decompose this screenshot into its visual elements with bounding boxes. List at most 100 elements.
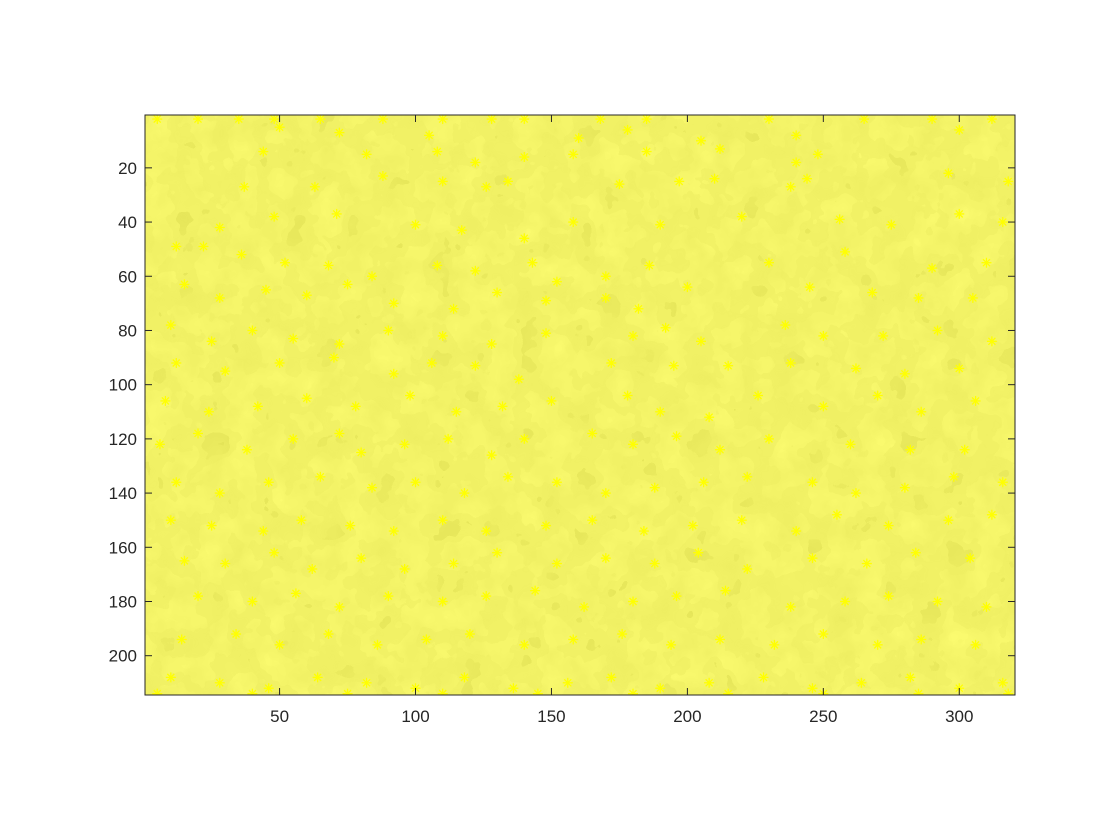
data-point (214, 222, 225, 233)
x-tick-label: 200 (673, 707, 701, 726)
data-point (628, 439, 639, 450)
data-point (986, 509, 997, 520)
data-point (301, 393, 312, 404)
data-point (443, 433, 454, 444)
x-tick-label: 50 (270, 707, 289, 726)
data-point (171, 357, 182, 368)
data-point (867, 287, 878, 298)
data-point (723, 360, 734, 371)
data-point (668, 360, 679, 371)
data-point (486, 339, 497, 350)
data-point (519, 639, 530, 650)
data-point (424, 130, 435, 141)
data-point (258, 146, 269, 157)
data-point (388, 526, 399, 537)
data-point (687, 520, 698, 531)
data-point (780, 320, 791, 331)
data-point (247, 688, 258, 695)
data-point (568, 217, 579, 228)
data-point (437, 330, 448, 341)
data-point (758, 672, 769, 683)
data-point (481, 591, 492, 602)
data-point (959, 444, 970, 455)
data-point (655, 219, 666, 230)
data-point (214, 677, 225, 688)
data-point (682, 282, 693, 293)
data-point (595, 115, 606, 125)
data-point (666, 639, 677, 650)
data-point (513, 374, 524, 385)
data-point (486, 450, 497, 461)
data-point (165, 320, 176, 331)
data-point (622, 390, 633, 401)
data-point (519, 115, 530, 125)
data-point (328, 352, 339, 363)
data-point (965, 553, 976, 564)
data-point (269, 115, 280, 125)
data-point (831, 509, 842, 520)
data-point (377, 170, 388, 181)
data-point (502, 176, 513, 187)
data-point (614, 179, 625, 190)
data-point (1003, 176, 1014, 187)
data-point (437, 515, 448, 526)
data-point (165, 672, 176, 683)
data-point (573, 133, 584, 144)
data-point (448, 303, 459, 314)
data-point (905, 444, 916, 455)
data-point (753, 390, 764, 401)
data-point (323, 629, 334, 640)
data-point (334, 127, 345, 138)
data-point (470, 265, 481, 276)
data-point (481, 181, 492, 192)
y-tick-label: 180 (109, 592, 137, 611)
data-point (288, 333, 299, 344)
data-point (231, 629, 242, 640)
data-point (622, 124, 633, 135)
data-point (274, 122, 285, 133)
data-point (361, 677, 372, 688)
data-point (641, 146, 652, 157)
data-point (356, 553, 367, 564)
data-point (948, 471, 959, 482)
data-point (763, 433, 774, 444)
data-point (883, 591, 894, 602)
data-point (470, 157, 481, 168)
data-point (508, 683, 519, 694)
data-point (655, 683, 666, 694)
data-point (769, 639, 780, 650)
data-point (845, 439, 856, 450)
data-point (334, 601, 345, 612)
data-point (704, 412, 715, 423)
data-point (541, 295, 552, 306)
data-point (671, 591, 682, 602)
data-point (834, 214, 845, 225)
data-point (872, 390, 883, 401)
data-point (492, 547, 503, 558)
data-point (981, 257, 992, 268)
data-point (954, 363, 965, 374)
data-point (165, 515, 176, 526)
data-point (600, 271, 611, 282)
data-point (399, 563, 410, 574)
data-point (720, 585, 731, 596)
data-point (970, 395, 981, 406)
data-point (695, 135, 706, 146)
data-point (551, 477, 562, 488)
data-point (943, 515, 954, 526)
data-point (742, 563, 753, 574)
data-point (913, 688, 924, 695)
data-point (986, 336, 997, 347)
data-point (872, 639, 883, 650)
data-point (861, 558, 872, 569)
data-point (288, 433, 299, 444)
data-point (695, 336, 706, 347)
data-point (551, 276, 562, 287)
data-point (383, 591, 394, 602)
data-point (342, 688, 353, 695)
data-point (628, 688, 639, 695)
data-point (641, 115, 652, 125)
data-point (296, 515, 307, 526)
data-point (617, 629, 628, 640)
data-point (309, 181, 320, 192)
